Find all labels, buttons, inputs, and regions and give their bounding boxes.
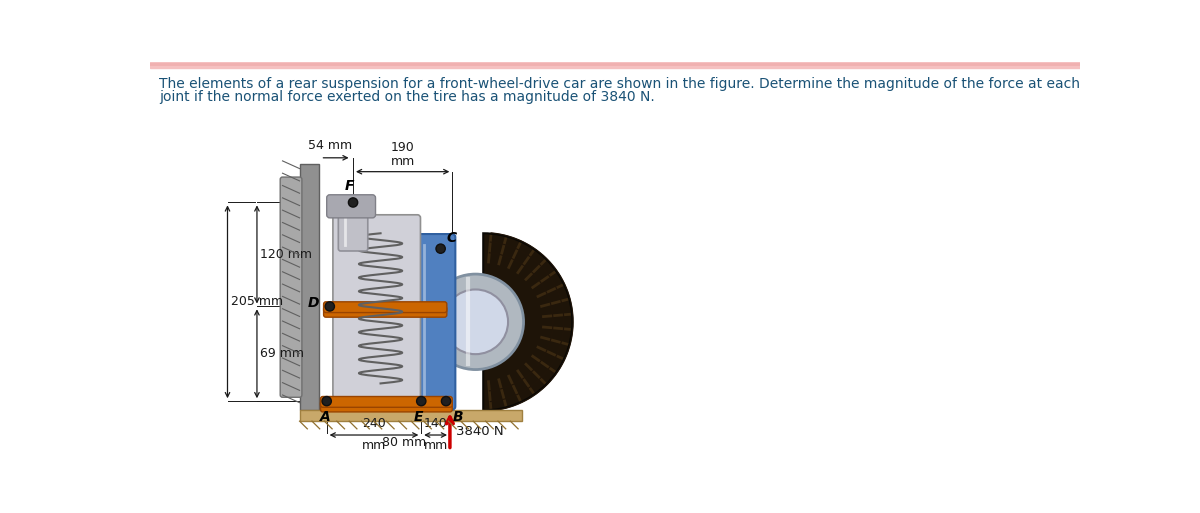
FancyBboxPatch shape <box>281 177 302 397</box>
Bar <box>300 164 319 410</box>
FancyBboxPatch shape <box>324 302 446 312</box>
Text: 190
mm: 190 mm <box>390 141 415 168</box>
FancyBboxPatch shape <box>320 397 452 407</box>
Text: B: B <box>452 410 463 424</box>
FancyBboxPatch shape <box>332 215 420 398</box>
Text: 205 mm: 205 mm <box>230 295 283 308</box>
Circle shape <box>416 397 426 406</box>
Circle shape <box>427 274 523 369</box>
Text: 54 mm: 54 mm <box>307 139 352 152</box>
FancyBboxPatch shape <box>324 306 446 317</box>
Text: The elements of a rear suspension for a front-wheel-drive car are shown in the f: The elements of a rear suspension for a … <box>160 77 1080 91</box>
Text: F: F <box>346 179 355 193</box>
Text: 69 mm: 69 mm <box>260 347 304 360</box>
Circle shape <box>348 198 358 207</box>
Text: 120 mm: 120 mm <box>260 248 312 261</box>
Text: A: A <box>319 410 330 424</box>
Bar <box>300 410 522 421</box>
FancyBboxPatch shape <box>320 401 452 412</box>
Circle shape <box>442 397 451 406</box>
Text: E: E <box>413 410 422 424</box>
Circle shape <box>436 244 445 253</box>
Text: C: C <box>446 231 457 245</box>
Text: mm: mm <box>424 439 448 452</box>
Text: D: D <box>307 297 319 310</box>
Text: 240: 240 <box>362 418 386 430</box>
Circle shape <box>325 302 335 311</box>
FancyBboxPatch shape <box>414 234 455 409</box>
Text: 140: 140 <box>424 418 448 430</box>
Circle shape <box>322 397 331 406</box>
FancyBboxPatch shape <box>338 200 367 251</box>
Text: 3840 N: 3840 N <box>456 425 504 439</box>
Text: 80 mm: 80 mm <box>382 436 426 449</box>
FancyBboxPatch shape <box>326 195 376 218</box>
Wedge shape <box>484 233 572 410</box>
Text: joint if the normal force exerted on the tire has a magnitude of 3840 N.: joint if the normal force exerted on the… <box>160 90 655 104</box>
Circle shape <box>443 289 508 354</box>
Bar <box>150 62 1080 68</box>
Text: mm: mm <box>362 439 386 452</box>
